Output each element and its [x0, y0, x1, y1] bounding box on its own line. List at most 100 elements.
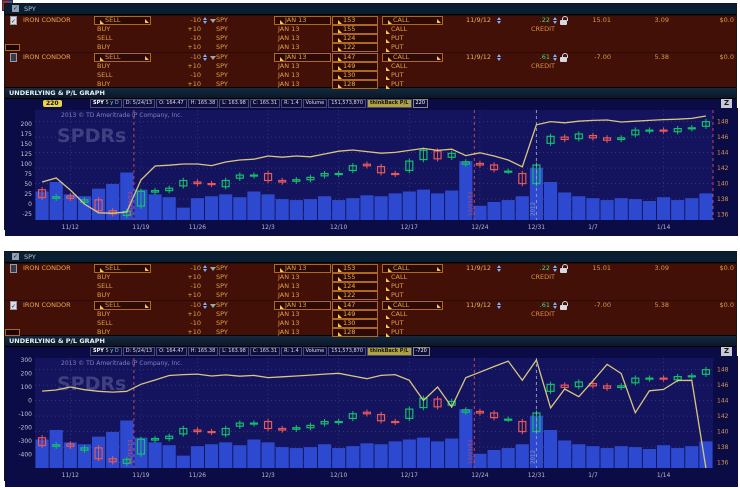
expiry-select[interactable]: JAN 13: [274, 53, 331, 62]
symbol-checkbox[interactable]: [12, 5, 19, 12]
edit-field[interactable]: [5, 329, 20, 336]
expiry-select[interactable]: JAN 13: [274, 301, 331, 310]
expiry-select[interactable]: JAN 13: [274, 264, 331, 273]
symbol-checkbox[interactable]: [12, 253, 19, 260]
stat-range: R: 1.4: [281, 99, 302, 108]
option-type-select[interactable]: CALL: [382, 53, 443, 62]
strike-input[interactable]: 149: [332, 310, 378, 319]
candle-up: [419, 149, 428, 161]
quantity-value: +10: [187, 310, 201, 318]
quantity-value: -10: [190, 282, 201, 290]
price-stepper-icon[interactable]: [553, 16, 558, 25]
volume-bar: [332, 200, 346, 220]
strike-input[interactable]: 147: [332, 53, 378, 62]
volume-bar: [233, 445, 247, 468]
price-stepper-icon[interactable]: [553, 301, 558, 310]
stat-boxes: SPY 5 y D D: 5/24/13 O: 164.47 H: 165.38 L: …: [90, 99, 429, 108]
strike-input[interactable]: 155: [332, 273, 378, 282]
volume-bar: [558, 192, 572, 220]
position-leg-row: BUY +10 SPY JAN 13 149 CALL CREDIT: [5, 310, 736, 319]
date-stepper-icon[interactable]: [497, 53, 502, 62]
date-stepper-icon[interactable]: [497, 16, 502, 25]
side-label: BUY: [97, 80, 111, 88]
edit-corner-icon: [386, 333, 390, 337]
candle-down: [108, 458, 117, 463]
dropdown-arrow-icon[interactable]: [210, 56, 216, 60]
side-select[interactable]: SELL: [94, 16, 151, 25]
volume-bar: [685, 446, 699, 468]
strike-input[interactable]: 130: [332, 319, 378, 328]
position-leg-row: SELL -10 SPY JAN 13 124 PUT: [5, 282, 736, 291]
zoom-button[interactable]: Z: [721, 347, 732, 356]
x-axis-tick: 1/14: [657, 224, 671, 231]
strike-input[interactable]: 153: [332, 16, 378, 25]
strike-input[interactable]: 147: [332, 301, 378, 310]
volume-bar: [473, 453, 487, 468]
date-stepper-icon[interactable]: [497, 264, 502, 273]
volume-bar: [360, 195, 374, 220]
candle-up: [645, 377, 654, 380]
price-stepper-icon[interactable]: [553, 53, 558, 62]
strike-input[interactable]: 153: [332, 264, 378, 273]
quantity-stepper-icon[interactable]: [203, 301, 208, 310]
right-axis-tick: 138: [717, 196, 729, 203]
strike-input[interactable]: 122: [332, 291, 378, 300]
side-select[interactable]: SELL: [94, 53, 151, 62]
expiry-label: JAN 13: [278, 273, 300, 281]
quantity-value[interactable]: -10: [190, 301, 201, 309]
zoom-button[interactable]: Z: [721, 99, 732, 108]
quantity-value[interactable]: -10: [190, 53, 201, 61]
quantity-value[interactable]: -10: [190, 264, 201, 272]
volume-bar: [487, 449, 501, 468]
option-type-select[interactable]: CALL: [382, 16, 443, 25]
position-checkbox[interactable]: [10, 301, 17, 310]
strike-input[interactable]: 124: [332, 34, 378, 43]
edit-corner-icon: [338, 20, 342, 24]
dropdown-arrow-icon[interactable]: [210, 19, 216, 23]
dropdown-arrow-icon[interactable]: [210, 267, 216, 271]
candle-down: [263, 172, 273, 182]
left-axis-tick: 150: [21, 141, 33, 148]
volume-bar: [346, 198, 360, 220]
edit-corner-icon: [145, 56, 149, 60]
credit-label: CREDIT: [530, 310, 556, 318]
dropdown-arrow-icon[interactable]: [210, 304, 216, 308]
stat-period-span: 5: [103, 100, 109, 106]
quantity-stepper-icon[interactable]: [203, 16, 208, 25]
position-checkbox[interactable]: [10, 53, 17, 62]
side-label: BUY: [97, 25, 111, 33]
trade-date: 11/9/12: [466, 16, 492, 24]
quantity-stepper-icon[interactable]: [203, 264, 208, 273]
strike-input[interactable]: 122: [332, 43, 378, 52]
credit-label: CREDIT: [530, 62, 556, 70]
option-type-select[interactable]: CALL: [382, 301, 443, 310]
strike-input[interactable]: 128: [332, 80, 378, 89]
strike-input[interactable]: 130: [332, 71, 378, 80]
volume-bar: [501, 448, 515, 468]
strike-input[interactable]: 155: [332, 25, 378, 34]
strike-input[interactable]: 149: [332, 62, 378, 71]
volume-bar: [657, 197, 671, 220]
price-stepper-icon[interactable]: [553, 264, 558, 273]
side-select[interactable]: SELL: [94, 301, 151, 310]
volume-bar: [487, 201, 501, 220]
strike-input[interactable]: 128: [332, 328, 378, 337]
edit-field[interactable]: [5, 44, 20, 51]
expiry-select[interactable]: JAN 13: [274, 16, 331, 25]
option-type-select[interactable]: CALL: [382, 264, 443, 273]
pl-line: [42, 358, 707, 469]
chart-plot[interactable]: 2013 © TD Ameritrade IP Company, Inc. SPD…: [5, 108, 738, 236]
quantity-value[interactable]: -10: [190, 16, 201, 24]
stat-open: O: 164.47: [156, 99, 187, 108]
pl-open-value: 15.01: [592, 264, 611, 272]
quantity-stepper-icon[interactable]: [203, 53, 208, 62]
right-axis-tick: 142: [717, 413, 729, 420]
strike-input[interactable]: 124: [332, 282, 378, 291]
side-select[interactable]: SELL: [94, 264, 151, 273]
candle-down: [362, 411, 372, 415]
edit-corner-icon: [388, 20, 392, 24]
date-stepper-icon[interactable]: [497, 301, 502, 310]
position-checkbox[interactable]: [10, 16, 17, 25]
position-checkbox[interactable]: [10, 264, 17, 273]
chart-plot[interactable]: 2013 © TD Ameritrade IP Company, Inc. SPD…: [5, 356, 738, 487]
